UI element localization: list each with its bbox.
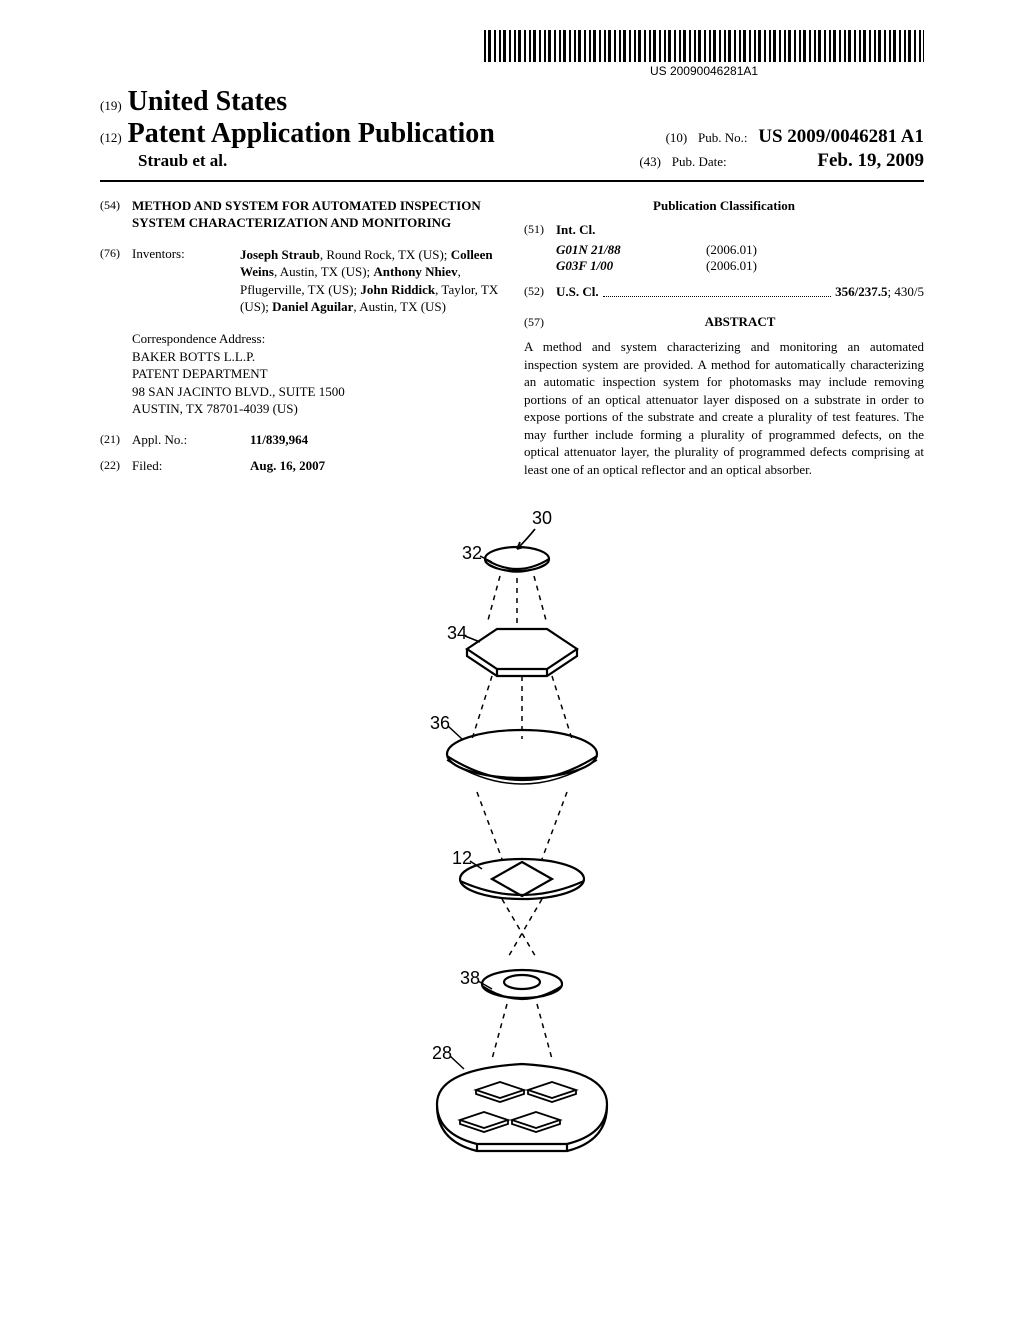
fig-label-28: 28 bbox=[432, 1043, 452, 1063]
inventors-value: Joseph Straub, Round Rock, TX (US); Coll… bbox=[240, 246, 500, 316]
pub-date: (43) Pub. Date: Feb. 19, 2009 bbox=[639, 150, 924, 172]
uscl-label: U.S. Cl. bbox=[556, 284, 599, 300]
correspondence-line4: AUSTIN, TX 78701-4039 (US) bbox=[132, 400, 500, 418]
intcl-rows: G01N 21/88 (2006.01) G03F 1/00 (2006.01) bbox=[556, 242, 924, 274]
authors: Straub et al. bbox=[138, 151, 227, 171]
correspondence-block: Correspondence Address: BAKER BOTTS L.L.… bbox=[132, 330, 500, 418]
uscl-row: (52) U.S. Cl. 356/237.5; 430/5 bbox=[524, 284, 924, 300]
appl-num: (21) bbox=[100, 432, 132, 448]
inventor-4-name: John Riddick bbox=[360, 282, 435, 297]
pubno-label: Pub. No.: bbox=[698, 130, 747, 145]
intcl-code-0: G01N 21/88 bbox=[556, 242, 706, 258]
pubdate-value: Feb. 19, 2009 bbox=[817, 150, 924, 171]
filed-label: Filed: bbox=[132, 458, 240, 474]
title-num: (54) bbox=[100, 198, 132, 232]
intcl-row-0: G01N 21/88 (2006.01) bbox=[556, 242, 924, 258]
pubdate-num: (43) bbox=[639, 154, 661, 169]
inventor-1-rest: , Round Rock, TX (US); bbox=[320, 247, 451, 262]
filed-num: (22) bbox=[100, 458, 132, 474]
abstract-text: A method and system characterizing and m… bbox=[524, 338, 924, 478]
intcl-code-1: G03F 1/00 bbox=[556, 258, 706, 274]
pubno-value: US 2009/0046281 A1 bbox=[758, 126, 924, 147]
fig-label-38: 38 bbox=[460, 968, 480, 988]
fig-label-30: 30 bbox=[532, 508, 552, 528]
biblio-columns: (54) METHOD AND SYSTEM FOR AUTOMATED INS… bbox=[100, 198, 924, 484]
inventors-label: Inventors: bbox=[132, 246, 240, 316]
intcl-year-0: (2006.01) bbox=[706, 242, 786, 258]
pub-type: Patent Application Publication bbox=[128, 118, 495, 150]
abstract-heading: ABSTRACT bbox=[556, 314, 924, 330]
uscl-num: (52) bbox=[524, 284, 556, 300]
barcode: US 20090046281A1 bbox=[484, 30, 924, 78]
appl-label: Appl. No.: bbox=[132, 432, 240, 448]
barcode-text: US 20090046281A1 bbox=[484, 64, 924, 78]
filed-value: Aug. 16, 2007 bbox=[250, 458, 500, 474]
pubdate-label: Pub. Date: bbox=[672, 154, 727, 169]
inventor-3-name: Anthony Nhiev bbox=[373, 264, 457, 279]
fig-label-32: 32 bbox=[462, 543, 482, 563]
intcl-num: (51) bbox=[524, 222, 556, 238]
appl-value: 11/839,964 bbox=[250, 432, 500, 448]
masthead-row-2: (12) Patent Application Publication (10)… bbox=[100, 118, 924, 150]
title-text: METHOD AND SYSTEM FOR AUTOMATED INSPECTI… bbox=[132, 198, 500, 232]
masthead-row-3: Straub et al. (43) Pub. Date: Feb. 19, 2… bbox=[100, 150, 924, 172]
abstract-num: (57) bbox=[524, 315, 556, 330]
intcl-row-1: G03F 1/00 (2006.01) bbox=[556, 258, 924, 274]
inventors-block: (76) Inventors: Joseph Straub, Round Roc… bbox=[100, 246, 500, 316]
patent-figure: 30 32 34 bbox=[352, 504, 672, 1174]
appl-row: (21) Appl. No.: 11/839,964 bbox=[100, 432, 500, 448]
filed-row: (22) Filed: Aug. 16, 2007 bbox=[100, 458, 500, 474]
uscl-dots bbox=[603, 284, 832, 297]
inventor-1-name: Joseph Straub bbox=[240, 247, 320, 262]
uscl-value-rest: ; 430/5 bbox=[888, 284, 924, 299]
barcode-block: US 20090046281A1 bbox=[100, 30, 924, 80]
figure-area: 30 32 34 bbox=[100, 504, 924, 1174]
correspondence-label: Correspondence Address: bbox=[132, 330, 500, 348]
intcl-label: Int. Cl. bbox=[556, 222, 595, 238]
intcl-year-1: (2006.01) bbox=[706, 258, 786, 274]
fig-label-12: 12 bbox=[452, 848, 472, 868]
classification-heading: Publication Classification bbox=[524, 198, 924, 214]
abstract-heading-row: (57) ABSTRACT bbox=[524, 314, 924, 330]
correspondence-line1: BAKER BOTTS L.L.P. bbox=[132, 348, 500, 366]
masthead: (19) United States (12) Patent Applicati… bbox=[100, 86, 924, 182]
country-num: (19) bbox=[100, 98, 122, 114]
fig-label-36: 36 bbox=[430, 713, 450, 733]
title-block: (54) METHOD AND SYSTEM FOR AUTOMATED INS… bbox=[100, 198, 500, 232]
uscl-value: 356/237.5; 430/5 bbox=[835, 284, 924, 300]
barcode-lines bbox=[484, 30, 924, 62]
left-column: (54) METHOD AND SYSTEM FOR AUTOMATED INS… bbox=[100, 198, 500, 484]
uscl-value-bold: 356/237.5 bbox=[835, 284, 887, 299]
right-column: Publication Classification (51) Int. Cl.… bbox=[524, 198, 924, 484]
pubno-num: (10) bbox=[666, 130, 688, 145]
country: United States bbox=[128, 86, 287, 118]
correspondence-line3: 98 SAN JACINTO BLVD., SUITE 1500 bbox=[132, 383, 500, 401]
fig-label-34: 34 bbox=[447, 623, 467, 643]
inventor-5-rest: , Austin, TX (US) bbox=[353, 299, 446, 314]
masthead-row-1: (19) United States bbox=[100, 86, 924, 118]
inventors-num: (76) bbox=[100, 246, 132, 316]
inventor-2-rest: , Austin, TX (US); bbox=[274, 264, 373, 279]
pub-no: (10) Pub. No.: US 2009/0046281 A1 bbox=[666, 126, 924, 148]
inventor-5-name: Daniel Aguilar bbox=[272, 299, 353, 314]
pubtype-num: (12) bbox=[100, 130, 122, 146]
patent-page: US 20090046281A1 (19) United States (12)… bbox=[0, 0, 1024, 1320]
intcl-block: (51) Int. Cl. bbox=[524, 222, 924, 238]
correspondence-line2: PATENT DEPARTMENT bbox=[132, 365, 500, 383]
